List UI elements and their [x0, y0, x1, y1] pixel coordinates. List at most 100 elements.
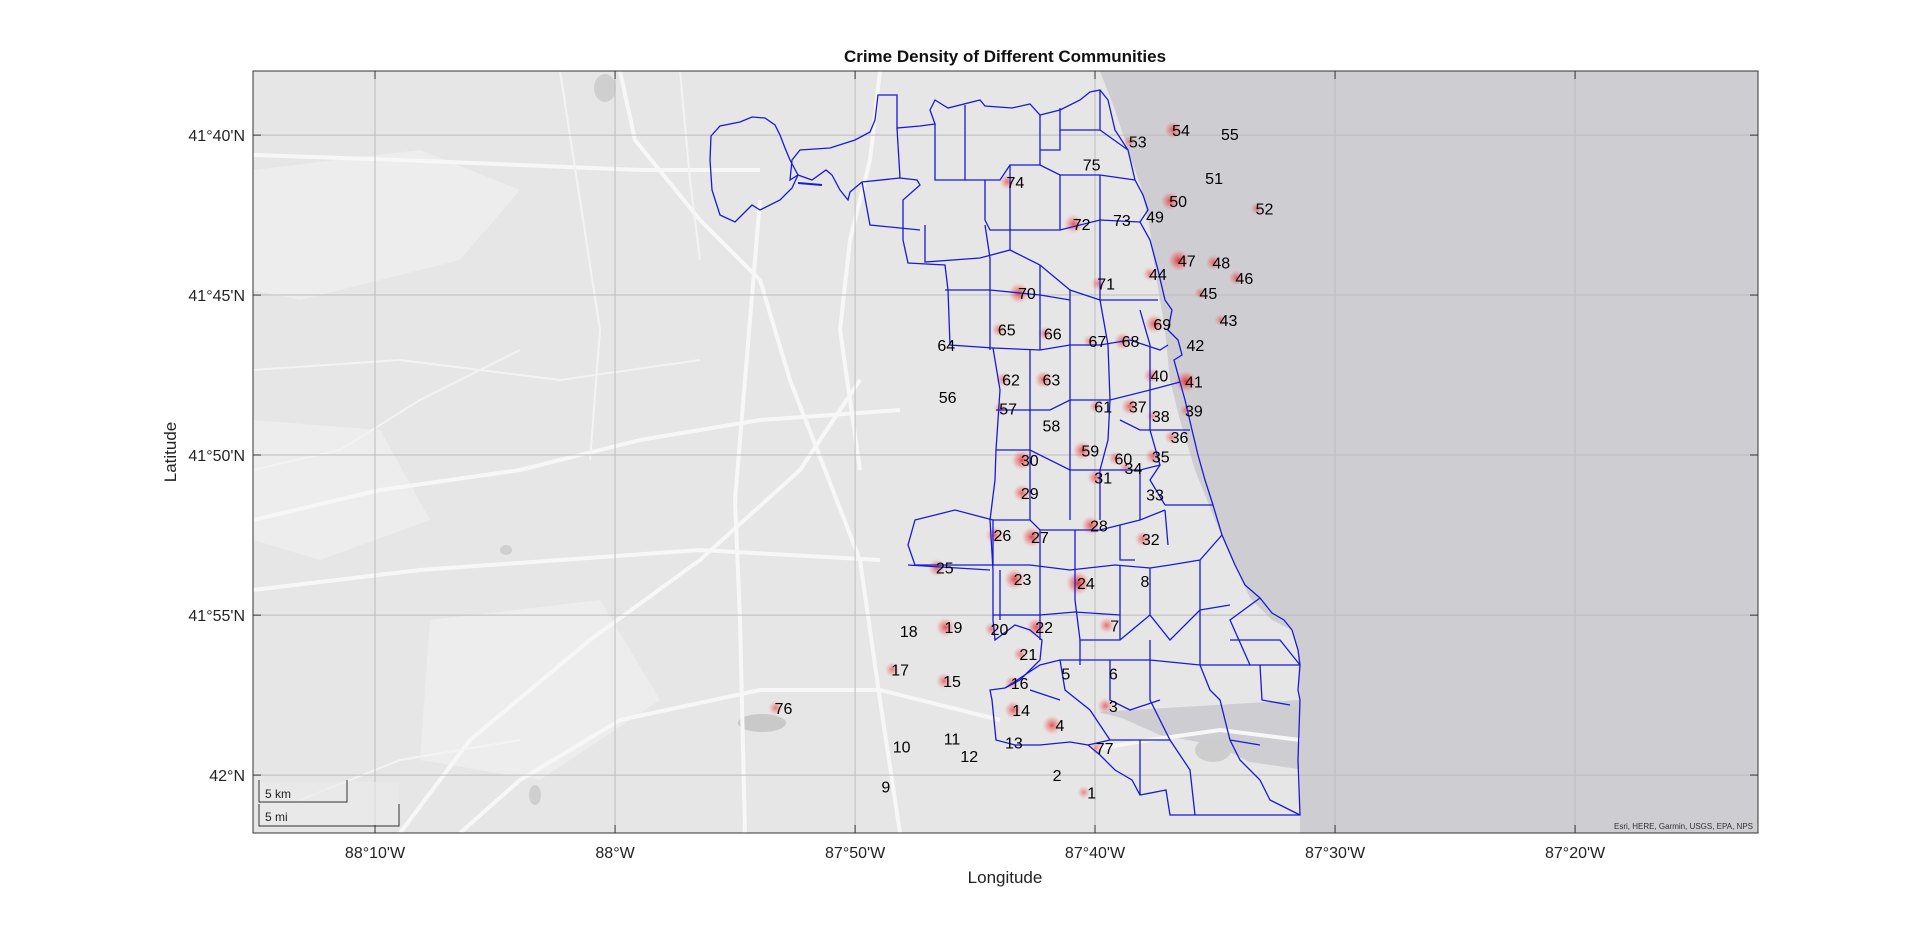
- crime-hotspot: [1192, 285, 1209, 301]
- crime-hotspot: [1079, 514, 1103, 537]
- community-label: 17: [891, 662, 909, 679]
- crime-hotspot: [1162, 119, 1184, 141]
- community-label: 71: [1097, 277, 1115, 294]
- crime-hotspot: [1145, 408, 1161, 424]
- community-label: 32: [1142, 532, 1160, 549]
- scale-km-line: [258, 780, 348, 803]
- community-label: 76: [775, 701, 793, 718]
- ohare-outline: [709, 116, 799, 223]
- community-label: 27: [1031, 530, 1049, 547]
- water-patch: [594, 74, 616, 102]
- community-label: 10: [893, 739, 911, 756]
- crime-hotspot: [992, 400, 1008, 417]
- community-label: 3: [1109, 699, 1118, 716]
- community-label: 37: [1129, 399, 1147, 416]
- crime-hotspot: [1089, 274, 1107, 293]
- crime-hotspot: [1226, 268, 1246, 288]
- x-tick-label: 88°W: [595, 845, 635, 862]
- community-label: 35: [1152, 449, 1170, 466]
- community-label: 72: [1073, 217, 1091, 234]
- crime-hotspot: [766, 699, 785, 717]
- community-label: 24: [1077, 576, 1095, 593]
- crime-hotspot: [1248, 200, 1265, 217]
- crime-hotspot: [1142, 312, 1166, 336]
- crime-hotspot: [984, 524, 1005, 546]
- community-label: 43: [1220, 313, 1238, 330]
- map-grid: [253, 71, 1758, 833]
- crime-hotspot: [1075, 784, 1092, 801]
- scale-bar-box: [258, 782, 399, 825]
- community-label: 26: [994, 528, 1012, 545]
- community-label: 11: [944, 732, 961, 749]
- crime-hotspot: [1095, 696, 1115, 716]
- map-attribution: Esri, HERE, Garmin, USGS, EPA, NPS: [1614, 822, 1753, 831]
- crime-hotspot: [1009, 447, 1034, 473]
- community-label: 74: [1006, 175, 1024, 192]
- scale-bar: 5 km 5 mi: [258, 780, 400, 827]
- crime-hotspot: [1172, 368, 1200, 395]
- crime-hotspot: [1106, 449, 1124, 467]
- community-label: 68: [1122, 334, 1140, 351]
- community-label: 29: [1021, 486, 1039, 503]
- community-label: 47: [1178, 253, 1196, 270]
- crime-hotspot: [1032, 369, 1054, 390]
- crime-hotspot: [1162, 428, 1181, 446]
- community-label: 4: [1056, 718, 1065, 735]
- crime-hotspot: [926, 557, 948, 579]
- community-label: 31: [1094, 470, 1112, 487]
- axes-frame: [252, 70, 1759, 834]
- y-tick-label: 42°N: [209, 768, 245, 785]
- crime-hotspot: [1158, 189, 1182, 213]
- community-label: 77: [1096, 741, 1114, 758]
- community-label: 16: [1011, 676, 1029, 693]
- crime-hotspot: [1019, 524, 1045, 550]
- crime-hotspot: [934, 671, 954, 691]
- community-label: 41: [1185, 374, 1203, 391]
- community-label: 15: [943, 674, 961, 691]
- community-label: 50: [1169, 194, 1187, 211]
- community-boundaries: [709, 89, 1301, 816]
- community-label: 55: [1221, 127, 1239, 144]
- community-label: 70: [1018, 286, 1036, 303]
- community-label: 67: [1089, 334, 1107, 351]
- community-label: 73: [1113, 213, 1131, 230]
- community-label: 46: [1235, 271, 1253, 288]
- crime-hotspot: [1097, 615, 1117, 635]
- crime-hotspot: [1024, 615, 1048, 639]
- community-label: 30: [1021, 453, 1039, 470]
- community-label: 8: [1141, 574, 1150, 591]
- community-label: 12: [960, 749, 978, 766]
- community-label: 36: [1171, 430, 1189, 447]
- community-label: 63: [1042, 373, 1060, 390]
- crime-hotspot: [1070, 439, 1094, 462]
- community-label: 61: [1094, 399, 1112, 416]
- crime-hotspot: [982, 620, 1001, 638]
- x-tick-label: 87°30'W: [1305, 845, 1366, 862]
- crime-hotspot: [990, 321, 1008, 339]
- community-label: 75: [1083, 157, 1101, 174]
- terrain-light: [420, 600, 660, 780]
- crime-hotspot: [1002, 699, 1024, 721]
- community-label: 56: [939, 390, 957, 407]
- community-label: 19: [945, 620, 963, 637]
- community-label: 57: [999, 401, 1017, 418]
- crime-hotspot: [1141, 265, 1159, 283]
- x-tick-label: 87°20'W: [1545, 845, 1606, 862]
- community-label: 44: [1149, 267, 1167, 284]
- community-label: 54: [1172, 123, 1190, 140]
- community-label: 53: [1129, 134, 1147, 151]
- community-label: 42: [1186, 338, 1204, 355]
- community-label: 48: [1212, 255, 1230, 272]
- y-tick-label: 41°55'N: [188, 608, 245, 625]
- y-tick-label: 41°40'N: [188, 128, 245, 145]
- community-label: 64: [937, 338, 955, 355]
- community-label: 49: [1146, 209, 1164, 226]
- crime-hotspot: [1122, 133, 1138, 150]
- community-label: 23: [1014, 572, 1032, 589]
- terrain-light: [253, 150, 520, 300]
- city-outline: [789, 89, 1301, 816]
- crime-hotspot: [1212, 312, 1229, 328]
